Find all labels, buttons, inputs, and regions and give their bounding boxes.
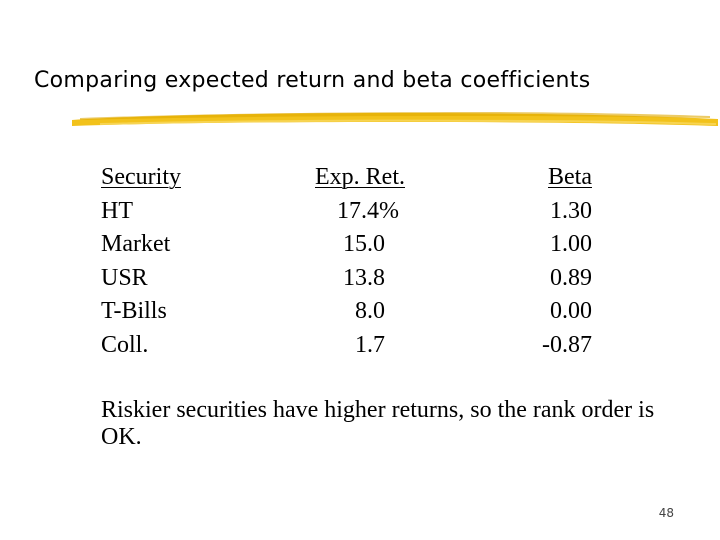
title-underline-brushstroke <box>72 112 718 126</box>
table-cell-security: T-Bills <box>101 298 167 324</box>
data-table: Security HT Market USR T-Bills Coll. Exp… <box>0 161 720 361</box>
table-cell-expected-return: 1.7 <box>355 331 385 358</box>
table-cell-beta: 0.89 <box>550 264 592 291</box>
security-column: Security HT Market USR T-Bills Coll. <box>101 161 181 362</box>
table-cell-expected-return: 15.0 <box>343 231 385 257</box>
table-cell-security: HT <box>101 197 133 224</box>
slide-title: Comparing expected return and beta coeff… <box>34 68 591 93</box>
table-cell-expected-return: 8.0 <box>355 298 385 324</box>
beta-column: Beta 1.30 1.00 0.89 0.00 -0.87 <box>520 161 592 362</box>
expected-return-header: Exp. Ret. <box>315 164 405 190</box>
expected-return-column: Exp. Ret. 17.4% 15.0 13.8 8.0 1.7 <box>315 161 425 362</box>
table-cell-beta: 1.30 <box>550 197 592 224</box>
table-cell-beta: 0.00 <box>550 298 592 324</box>
table-cell-security: Coll. <box>101 331 149 358</box>
conclusion-note: Riskier securities have higher returns, … <box>101 397 655 450</box>
table-cell-security: Market <box>101 231 171 257</box>
beta-header: Beta <box>548 164 592 190</box>
table-cell-beta: 1.00 <box>550 231 592 257</box>
table-cell-expected-return: 13.8 <box>343 264 385 291</box>
table-cell-security: USR <box>101 264 148 291</box>
page-number: 48 <box>658 506 674 520</box>
table-cell-expected-return: 17.4% <box>337 197 399 224</box>
table-cell-beta: -0.87 <box>542 331 592 358</box>
security-header: Security <box>101 164 181 190</box>
